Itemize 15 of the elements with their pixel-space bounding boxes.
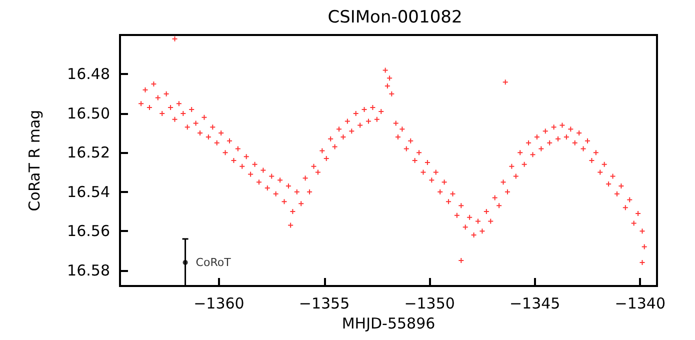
y-tick-label: 16.50 bbox=[67, 104, 110, 122]
series-label: CoRoT bbox=[196, 256, 232, 269]
x-axis-title: MHJD-55896 bbox=[342, 314, 436, 332]
y-tick-label: 16.58 bbox=[67, 261, 110, 280]
x-tick-label: −1345 bbox=[509, 294, 560, 312]
y-tick-label: 16.54 bbox=[67, 182, 110, 201]
y-axis-title: CoRaT R mag bbox=[26, 110, 44, 212]
x-tick-label: −1360 bbox=[194, 294, 244, 312]
chart-title: CSIMon-001082 bbox=[328, 8, 462, 28]
y-tick-label: 16.56 bbox=[67, 222, 110, 240]
x-tick-label: −1340 bbox=[614, 294, 666, 312]
x-tick-label: −1355 bbox=[298, 294, 350, 312]
x-tick-label: −1350 bbox=[404, 294, 455, 312]
y-tick-label: 16.48 bbox=[67, 65, 110, 84]
y-tick-label: 16.52 bbox=[67, 144, 110, 162]
